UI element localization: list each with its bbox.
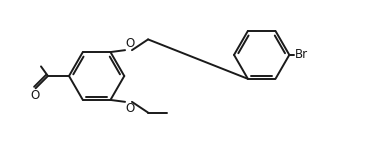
Text: O: O xyxy=(126,37,135,50)
Text: O: O xyxy=(31,89,40,102)
Text: O: O xyxy=(126,102,135,115)
Text: Br: Br xyxy=(295,48,308,61)
